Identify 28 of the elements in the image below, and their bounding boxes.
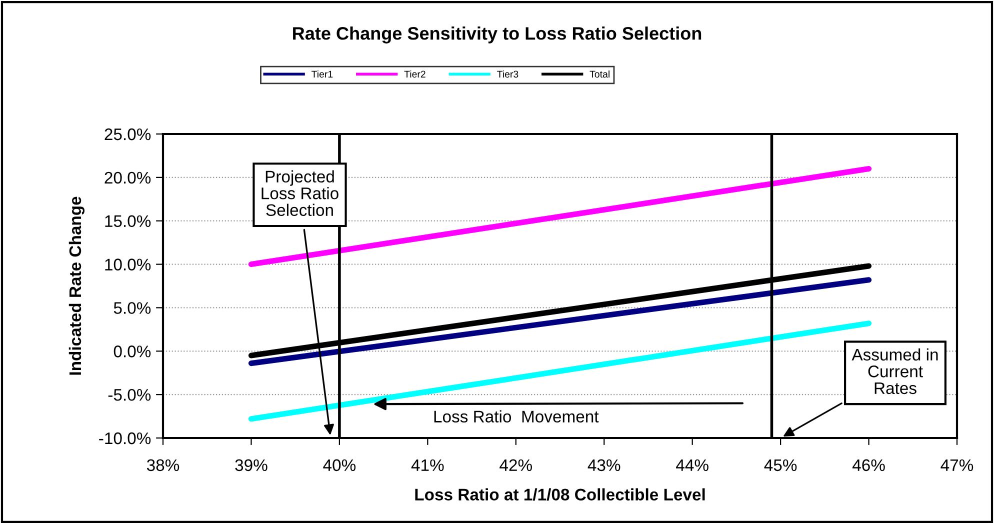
legend-label: Total [590,70,610,78]
x-tick-label: 43% [588,459,620,472]
x-tick-label: 39% [235,459,268,472]
x-tick-label: 40% [323,459,356,472]
y-tick-label: 5.0% [114,302,151,314]
y-tick-label: -5.0% [108,388,151,401]
y-tick-label: 15.0% [105,215,151,228]
y-tick-label: 10.0% [105,258,151,270]
x-tick-label: 44% [676,459,708,472]
annotation: Loss Ratio Movement [434,410,599,422]
annotation: Assumed in Current Rates [852,348,938,394]
y-axis-title: Indicated Rate Change [68,196,84,375]
y-tick-label: 0.0% [114,346,151,358]
x-tick-label: 47% [940,459,974,472]
legend-label: Tier1 [312,70,333,78]
legend-label: Tier3 [497,70,518,78]
y-tick-label: 20.0% [104,172,151,184]
y-tick-label: -10.0% [99,432,151,444]
x-tick-label: 41% [411,459,444,472]
x-tick-label: 42% [500,459,532,472]
chart-title: Rate Change Sensitivity to Loss Ratio Selection [293,26,702,44]
x-tick-label: 46% [852,459,885,472]
x-axis-title: Loss Ratio at 1/1/08 Collectible Level [415,488,705,501]
y-tick-label: 25.0% [104,128,151,140]
x-tick-label: 38% [146,459,180,472]
legend-label: Tier2 [404,70,426,78]
x-tick-label: 45% [764,459,797,472]
annotation: Projected Loss Ratio Selection [262,170,338,216]
